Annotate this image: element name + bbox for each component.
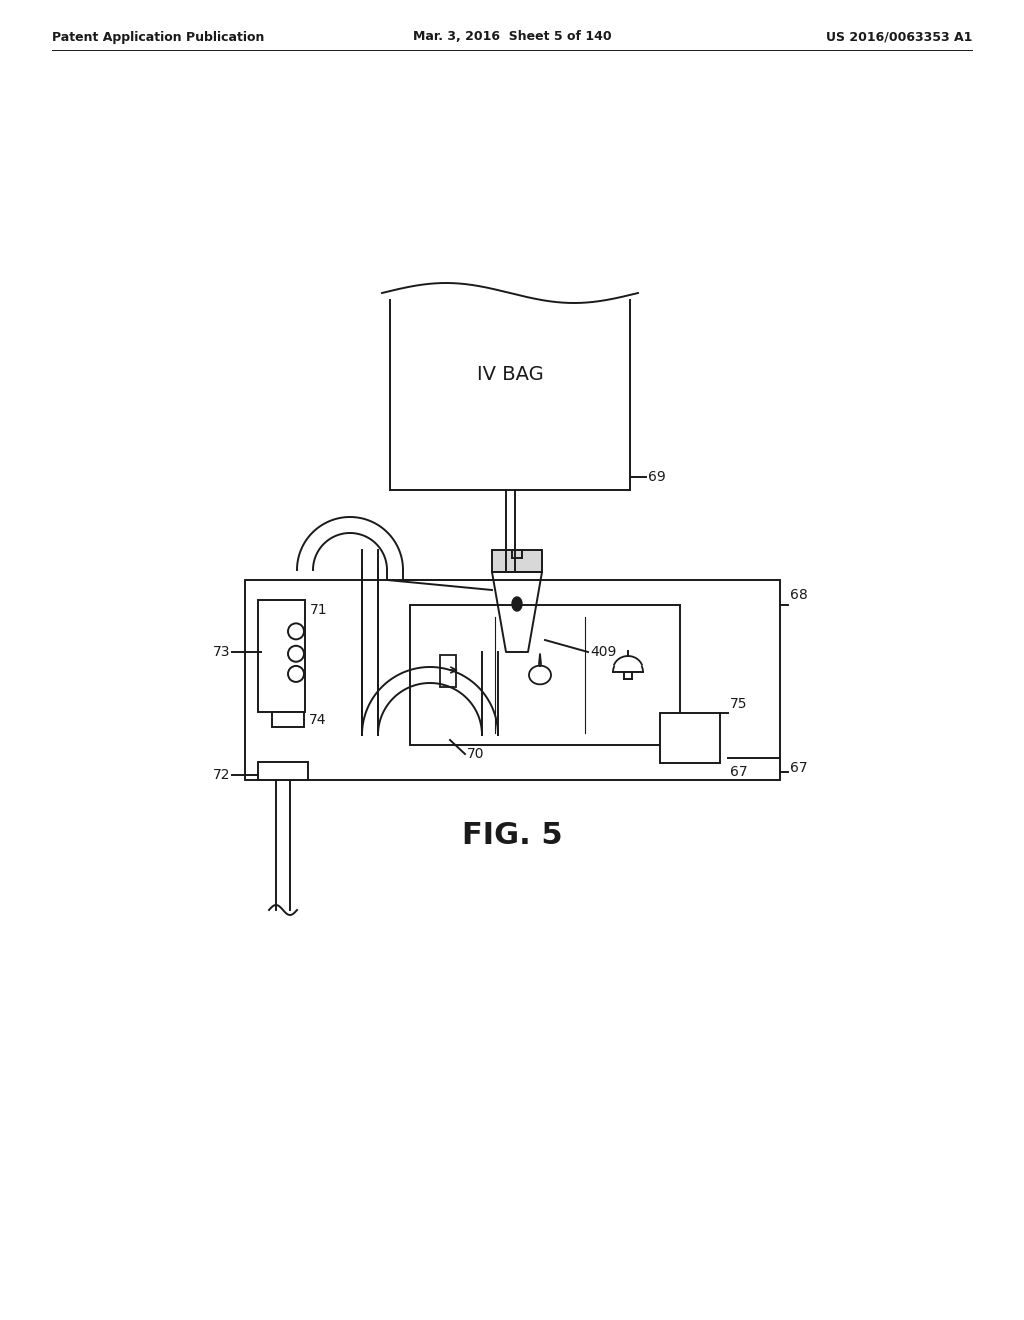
Bar xyxy=(660,713,720,763)
Text: 74: 74 xyxy=(309,713,327,727)
Text: 73: 73 xyxy=(213,645,230,659)
Bar xyxy=(272,711,304,727)
Bar xyxy=(258,762,308,780)
Text: Patent Application Publication: Patent Application Publication xyxy=(52,30,264,44)
Text: 69: 69 xyxy=(648,470,666,484)
Polygon shape xyxy=(512,597,522,611)
Text: FIG. 5: FIG. 5 xyxy=(462,821,562,850)
Text: Mar. 3, 2016  Sheet 5 of 140: Mar. 3, 2016 Sheet 5 of 140 xyxy=(413,30,611,44)
Text: US 2016/0063353 A1: US 2016/0063353 A1 xyxy=(825,30,972,44)
Bar xyxy=(410,605,680,744)
Text: 68: 68 xyxy=(790,587,808,602)
Text: 67: 67 xyxy=(790,762,808,775)
Text: 75: 75 xyxy=(730,697,748,711)
Bar xyxy=(245,579,780,780)
Text: 71: 71 xyxy=(310,603,328,616)
Text: 70: 70 xyxy=(467,747,484,762)
Text: 409: 409 xyxy=(590,645,616,659)
Text: 67: 67 xyxy=(730,766,748,779)
Text: IV BAG: IV BAG xyxy=(476,366,544,384)
Bar xyxy=(258,601,305,711)
Bar xyxy=(440,655,456,686)
Text: 72: 72 xyxy=(213,768,230,781)
Bar xyxy=(492,550,542,572)
